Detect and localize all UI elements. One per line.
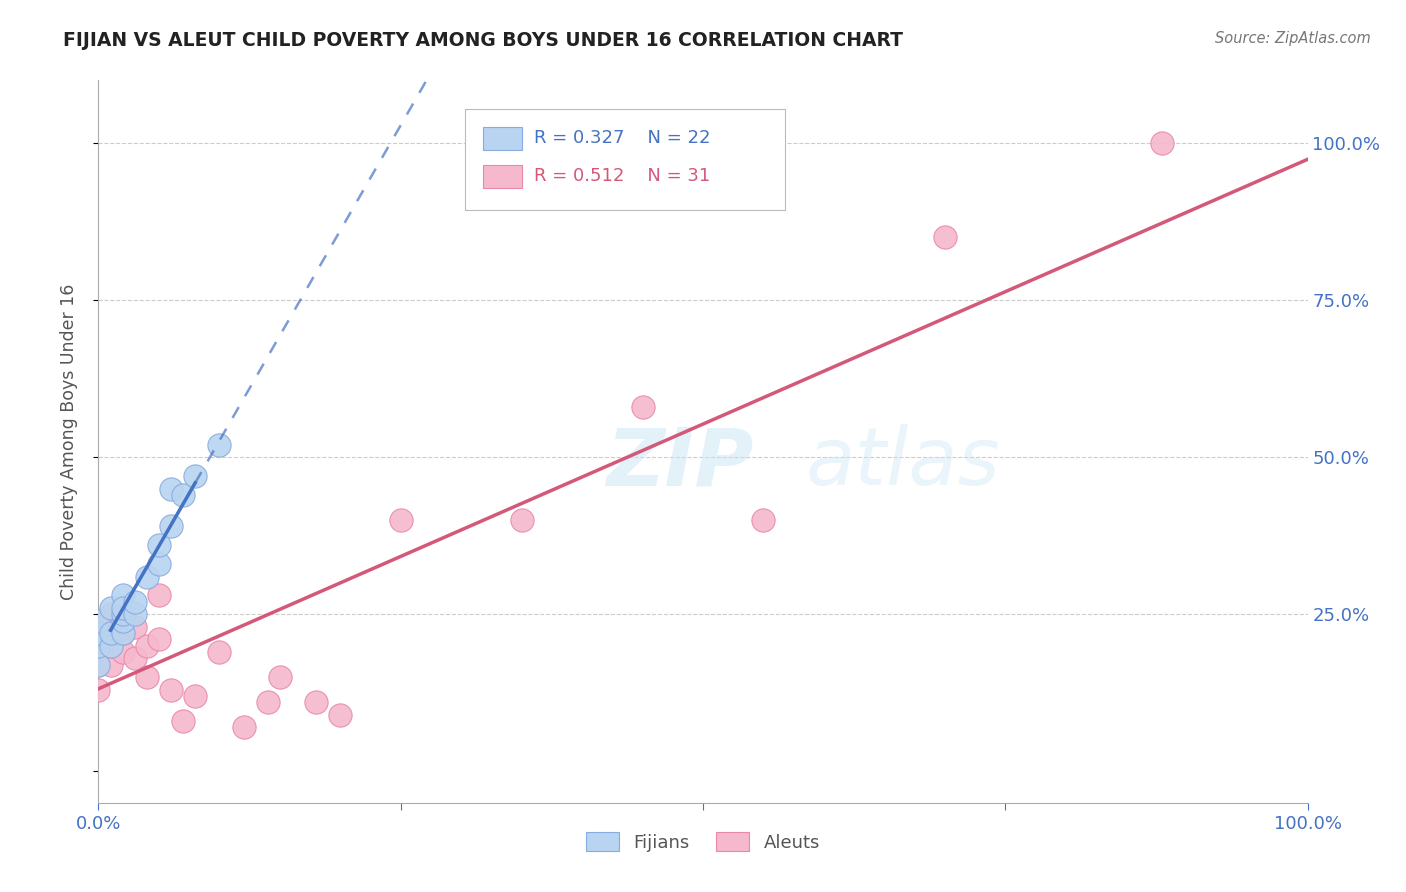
Legend: Fijians, Aleuts: Fijians, Aleuts [579,824,827,859]
Point [124,595,146,609]
Text: R = 0.327    N = 22: R = 0.327 N = 22 [534,129,710,147]
Point [148,557,170,571]
Point [100,601,122,615]
Point [100,639,122,653]
Point [160,482,183,496]
Point [87,657,110,672]
Point [160,682,183,697]
Text: Source: ZipAtlas.com: Source: ZipAtlas.com [1215,31,1371,46]
Point [135,670,157,684]
Point [124,607,146,622]
Point [111,614,134,628]
Point [87,639,110,653]
Point [510,513,533,527]
Point [111,601,134,615]
Point [135,569,157,583]
Point [172,488,194,502]
Point [269,670,291,684]
Point [256,695,278,709]
Point [100,639,122,653]
Point [184,689,207,703]
Point [148,632,170,647]
Point [111,645,134,659]
Point [232,720,254,734]
Point [100,607,122,622]
Point [124,651,146,665]
Text: FIJIAN VS ALEUT CHILD POVERTY AMONG BOYS UNDER 16 CORRELATION CHART: FIJIAN VS ALEUT CHILD POVERTY AMONG BOYS… [63,31,903,50]
Text: ZIP: ZIP [606,425,754,502]
Point [111,626,134,640]
Point [389,513,412,527]
Point [111,607,134,622]
Point [87,682,110,697]
Y-axis label: Child Poverty Among Boys Under 16: Child Poverty Among Boys Under 16 [59,284,77,599]
Point [148,538,170,552]
Point [87,632,110,647]
Point [111,607,134,622]
Point [329,707,352,722]
Point [934,230,956,244]
Point [305,695,328,709]
FancyBboxPatch shape [482,127,522,150]
FancyBboxPatch shape [482,165,522,188]
Point [135,639,157,653]
Point [87,626,110,640]
FancyBboxPatch shape [465,109,785,211]
Point [111,626,134,640]
Point [1152,136,1174,150]
Point [631,400,654,414]
Point [111,589,134,603]
Point [100,626,122,640]
Point [87,614,110,628]
Point [87,657,110,672]
Point [148,589,170,603]
Point [184,469,207,483]
Point [160,519,183,533]
Point [752,513,775,527]
Point [100,657,122,672]
Point [208,645,231,659]
Point [172,714,194,728]
Text: R = 0.512    N = 31: R = 0.512 N = 31 [534,168,710,186]
Text: atlas: atlas [806,425,1001,502]
Point [87,614,110,628]
Point [208,438,231,452]
Point [124,620,146,634]
